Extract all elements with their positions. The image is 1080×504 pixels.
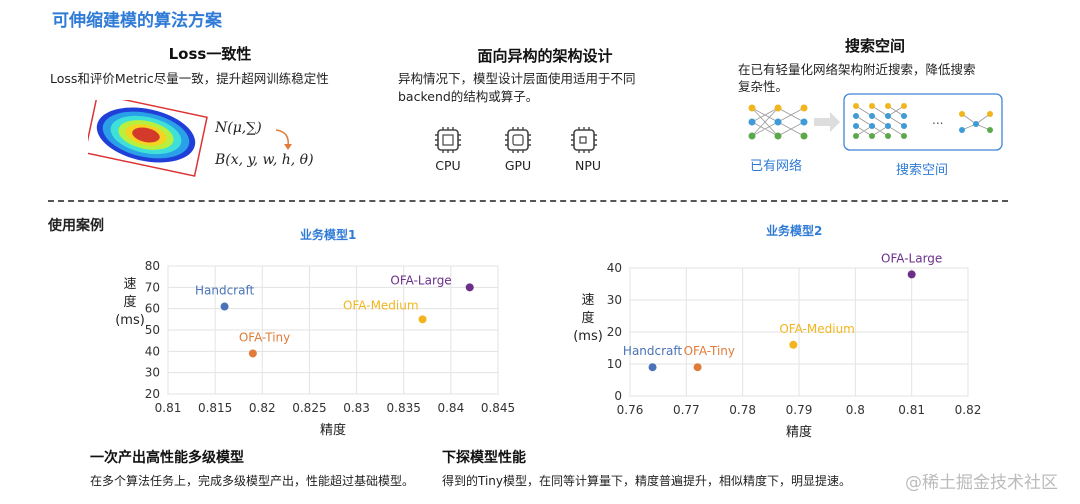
existing-network-label: 已有网络 [750, 159, 803, 174]
chart2-ylabel: (ms) [573, 329, 603, 344]
chart1-point-ofa-tiny [248, 349, 257, 358]
chart2-xtick-label: 0.81 [898, 403, 925, 417]
cpu-chip-icon [435, 127, 461, 153]
chart2-ytick-label: 30 [607, 293, 622, 307]
chart2-point-ofa-medium [789, 340, 798, 349]
existing-network-icon [748, 104, 808, 140]
chart1-xtick-label: 0.84 [437, 401, 464, 415]
bottom-left-text: 在多个算法任务上，完成多级模型产出，性能超过基础模型。 [90, 474, 415, 488]
chart2-ytick-label: 40 [607, 261, 622, 275]
chart2-ytick-label: 10 [607, 357, 622, 371]
search-space-label: 搜索空间 [896, 163, 949, 178]
section-loss-title: Loss一致性 [168, 45, 252, 63]
chart2-point-handcraft [648, 363, 657, 372]
chart1-point-label: OFA-Tiny [239, 330, 290, 344]
chart1-ytick-label: 70 [145, 280, 160, 294]
chart2-title: 业务模型2 [766, 224, 823, 238]
chart2-xlabel: 精度 [786, 424, 812, 440]
usage-label: 使用案例 [48, 218, 104, 234]
npu-chip-icon [571, 127, 597, 153]
chart2-point-label: OFA-Tiny [684, 344, 735, 358]
chart2-ylabel: 速 [581, 293, 594, 308]
chart1-scatter: 0.81 0.815 0.82 0.825 0.83 0.835 0.84 0.845 20 30… [115, 259, 515, 438]
small-network-icon [959, 111, 993, 133]
chart1-ylabel: 度 [123, 294, 136, 310]
chart2-xtick-label: 0.79 [786, 403, 813, 417]
section-arch-text-1: 异构情况下，模型设计层面使用适用于不同 [398, 71, 636, 86]
chart1-ylabel: 速 [123, 277, 136, 292]
bottom-right-text: 得到的Tiny模型，在同等计算量下，精度普遍提升，相似精度下，明显提速。 [442, 474, 852, 488]
chart2-point-label: Handcraft [623, 344, 682, 358]
chart1-xtick-label: 0.81 [155, 401, 182, 415]
arrow-icon [275, 129, 289, 147]
chart1-ytick-label: 60 [145, 302, 160, 316]
section-search-text-1: 在已有轻量化网络架构附近搜索，降低搜索 [738, 62, 976, 77]
search-network-icon [853, 103, 907, 139]
chart2-xtick-label: 0.82 [955, 403, 982, 417]
chart1-point-ofa-medium [418, 315, 427, 324]
section-arch-text-2: backend的结构或算子。 [398, 89, 539, 104]
watermark: @稀土掘金技术社区 [905, 473, 1058, 493]
section-divider [48, 200, 1008, 202]
chart1-ytick-label: 50 [145, 323, 160, 337]
search-space-box [843, 93, 1003, 151]
cpu-label: CPU [435, 158, 461, 173]
section-loss-text: Loss和评价Metric尽量一致，提升超网训练稳定性 [50, 71, 329, 86]
ellipsis-text: ... [932, 113, 943, 127]
chart2-xtick-label: 0.8 [846, 403, 865, 417]
chart2-ylabel: 度 [581, 310, 594, 326]
chart1-xtick-label: 0.825 [292, 401, 326, 415]
chart1-ytick-label: 40 [145, 344, 160, 358]
chart2-point-ofa-tiny [693, 363, 702, 372]
chart1-ylabel: (ms) [115, 313, 145, 328]
chart1-xlabel: 精度 [320, 422, 346, 438]
search-space-diagram: ... [748, 93, 1003, 151]
chart2-ytick-label: 20 [607, 325, 622, 339]
page-title: 可伸缩建模的算法方案 [52, 11, 222, 31]
arrow-right-icon [814, 112, 840, 132]
chart1-xtick-label: 0.82 [249, 401, 276, 415]
section-arch-title: 面向异构的架构设计 [477, 47, 613, 65]
chart1-xtick-label: 0.815 [198, 401, 232, 415]
chart1-point-handcraft [220, 302, 229, 311]
chart1-point-ofa-large [465, 283, 474, 292]
gaussian-illustration [88, 100, 292, 177]
chart1-point-label: Handcraft [195, 284, 254, 298]
chart1-point-label: OFA-Large [390, 273, 451, 287]
chart1-title: 业务模型1 [300, 228, 357, 242]
formula-box: B(x, y, w, h, θ) [215, 152, 314, 168]
chart1-ytick-label: 30 [145, 366, 160, 380]
gpu-chip-icon [505, 127, 531, 153]
chart1-xtick-label: 0.83 [343, 401, 370, 415]
formula-normal: N(μ,∑) [215, 120, 262, 136]
chart2-xtick-label: 0.77 [673, 403, 700, 417]
gpu-label: GPU [504, 158, 532, 173]
chart2-scatter: 0.76 0.77 0.78 0.79 0.8 0.81 0.82 0 10 20 30 40 精度 速度… [573, 251, 982, 440]
section-search-title: 搜索空间 [844, 37, 905, 55]
section-search-text-2: 复杂性。 [738, 79, 789, 94]
chart2-xtick-label: 0.76 [617, 403, 644, 417]
chart1-xtick-label: 0.835 [387, 401, 421, 415]
chart2-point-label: OFA-Medium [779, 322, 855, 336]
chart2-point-label: OFA-Large [881, 251, 942, 265]
npu-label: NPU [574, 158, 602, 173]
bottom-right-title: 下探模型性能 [442, 450, 526, 466]
chart2-xtick-label: 0.78 [729, 403, 756, 417]
chart1-ytick-label: 20 [145, 387, 160, 401]
bottom-left-title: 一次产出高性能多级模型 [90, 450, 244, 466]
chart1-xtick-label: 0.845 [481, 401, 515, 415]
chart2-ytick-label: 0 [614, 389, 622, 403]
chart2-point-ofa-large [907, 270, 916, 279]
chart1-point-label: OFA-Medium [343, 298, 419, 312]
bbox-rect [88, 100, 208, 177]
chart1-ytick-label: 80 [145, 259, 160, 273]
chip-icons [435, 127, 597, 153]
